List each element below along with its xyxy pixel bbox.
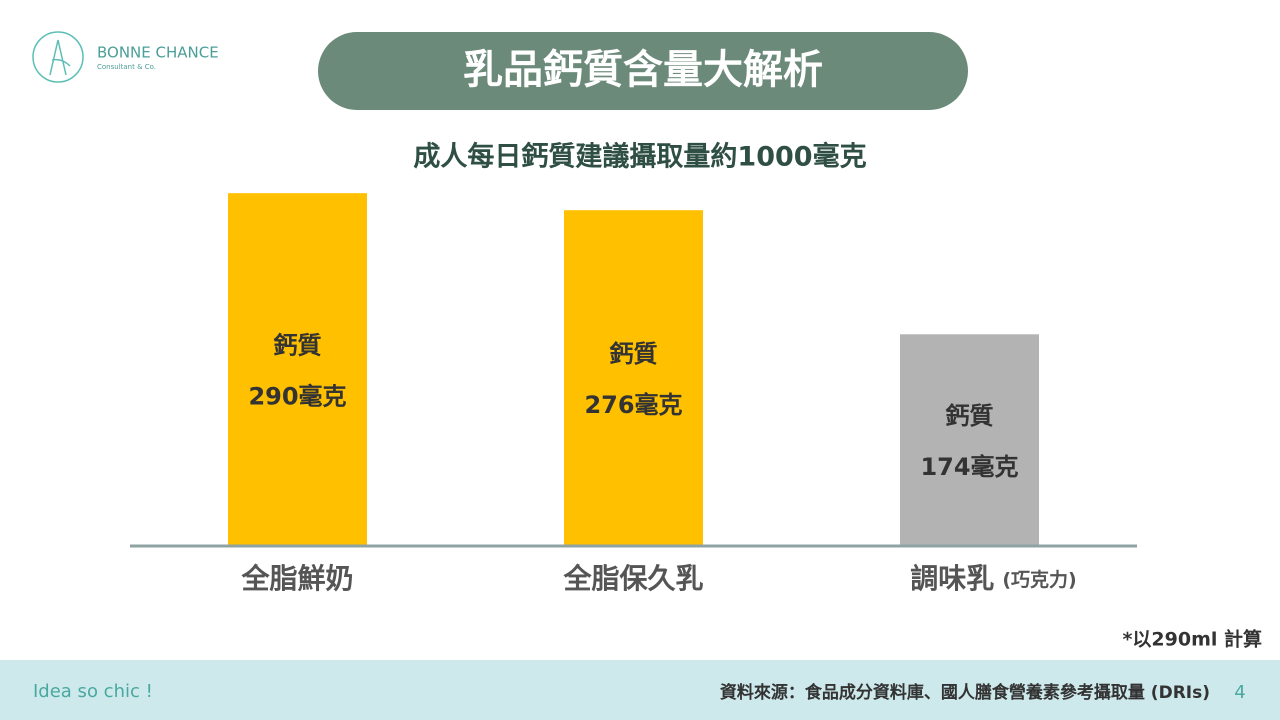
footer-source: 資料來源：食品成分資料庫、國人膳食營養素參考攝取量 (DRIs) <box>720 682 1210 703</box>
footnote: *以290ml 計算 <box>1122 628 1262 651</box>
bar <box>900 334 1039 546</box>
value-label-heading: 鈣質 <box>610 340 658 368</box>
title-pill <box>318 32 968 110</box>
page-number: 4 <box>1234 682 1245 703</box>
category-note: (巧克力) <box>1002 568 1076 591</box>
footer-band <box>0 660 1280 720</box>
footer-slogan: Idea so chic ! <box>33 681 153 702</box>
value-label-heading: 鈣質 <box>274 332 322 360</box>
chart-title: 乳品鈣質含量大解析 <box>463 47 823 93</box>
value-label: 276毫克 <box>584 391 682 419</box>
x-tick-label: 全脂保久乳 <box>562 562 703 595</box>
bar <box>564 210 703 546</box>
chart-subtitle: 成人每日鈣質建議攝取量約1000毫克 <box>413 141 866 173</box>
logo-mark <box>49 39 71 76</box>
x-tick-label: 全脂鮮奶 <box>240 562 353 595</box>
logo-circle <box>32 31 84 83</box>
bar <box>228 193 367 546</box>
x-tick-label: 調味乳 (巧克力) <box>910 562 1076 595</box>
brand-name: BONNE CHANCE <box>97 44 219 62</box>
value-label-heading: 鈣質 <box>946 402 994 430</box>
value-label: 174毫克 <box>920 453 1018 481</box>
value-label: 290毫克 <box>248 383 346 411</box>
category-name: 全脂鮮奶 <box>240 562 353 595</box>
category-name: 全脂保久乳 <box>562 562 703 595</box>
brand-tagline: Consultant & Co. <box>97 63 156 71</box>
category-name: 調味乳 <box>910 562 994 595</box>
